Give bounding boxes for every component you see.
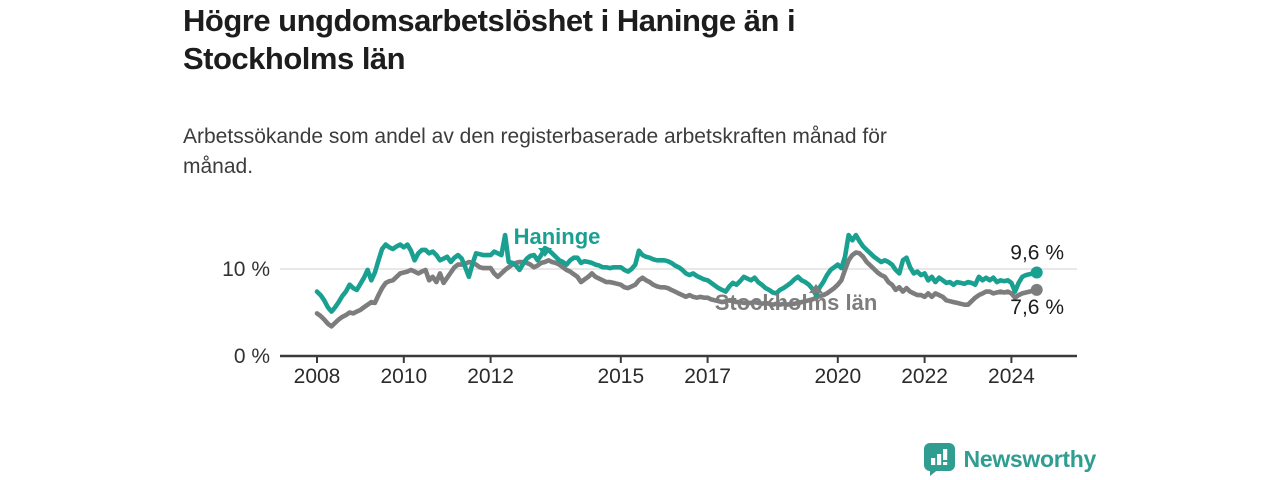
line-haninge [314, 232, 1039, 314]
end-dot-stockholms-lan [1030, 283, 1043, 296]
x-axis-label-2017: 2017 [684, 365, 731, 388]
page-title: Högre ungdomsarbetslöshet i Haninge än i… [183, 3, 796, 76]
x-axis-label-2008: 2008 [294, 365, 341, 388]
end-value-label-haninge: 9,6 % [1010, 241, 1064, 264]
newsworthy-wordmark: Newsworthy [963, 445, 1097, 472]
end-value-label-stockholms-lan: 7,6 % [1010, 296, 1064, 319]
series-label-stockholms-lan-arrow-icon [809, 284, 823, 293]
series-label-haninge: Haninge [514, 224, 601, 249]
chart-subtitle: Arbetssökande som andel av den registerb… [183, 125, 887, 179]
x-axis-label-2010: 2010 [380, 365, 427, 388]
x-axis-label-2020: 2020 [814, 365, 861, 388]
x-axis-label-2024: 2024 [988, 365, 1035, 388]
chart-header: Högre ungdomsarbetslöshet i Haninge än i… [183, 2, 928, 78]
newsworthy-icon [923, 443, 955, 476]
y-axis-label-10: 10 % [222, 258, 270, 281]
x-axis-label-2015: 2015 [597, 365, 644, 388]
end-dot-haninge [1030, 266, 1043, 279]
x-axis-label-2022: 2022 [901, 365, 948, 388]
newsworthy-logo[interactable]: Newsworthy [923, 442, 1096, 476]
series-label-stockholms-lan: Stockholms län [715, 290, 878, 315]
series-label-haninge-arrow-icon [538, 248, 552, 257]
y-axis-label-0: 0 % [234, 345, 270, 368]
line-stockholms-lan [314, 250, 1039, 329]
x-axis-label-2012: 2012 [467, 365, 514, 388]
